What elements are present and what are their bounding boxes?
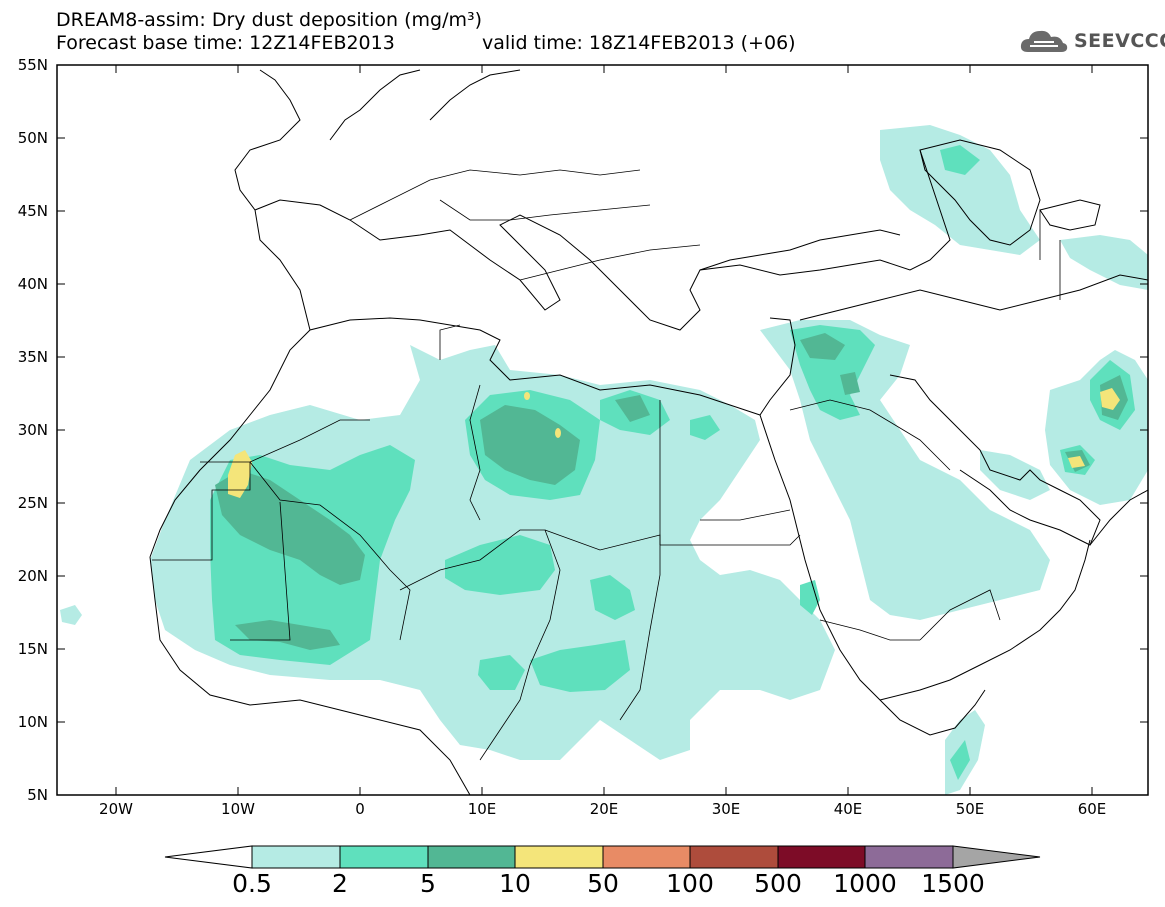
colorbar-segment-500-1000 [777,845,866,869]
lon-label: 10W [221,800,255,818]
coastlines [149,69,1148,795]
colorbar-label: 5 [420,869,436,898]
logo: SEEVCCC [1018,26,1165,56]
lon-label: 40E [833,800,863,818]
lon-label: 0 [355,800,365,818]
colorbar-segment-50-100 [602,845,691,869]
colorbar-segment-2-5 [339,845,429,869]
lat-label: 40N [17,275,48,293]
lat-label: 30N [17,421,48,439]
map-title: DREAM8-assim: Dry dust deposition (mg/m³… [56,9,483,31]
lon-label: 50E [955,800,985,818]
lon-label: 60E [1077,800,1107,818]
logo-text: SEEVCCC [1074,30,1165,52]
colorbar-segment-10-50 [514,845,604,869]
lat-label: 35N [17,348,48,366]
deposition-shading [57,65,1148,795]
colorbar-label: 100 [666,869,714,898]
lat-label: 20N [17,567,48,585]
forecast-base-time: Forecast base time: 12Z14FEB2013 [56,32,395,54]
colorbar-label: 1500 [921,869,985,898]
colorbar-label: 10 [499,869,531,898]
lat-label: 15N [17,640,48,658]
country-borders [152,169,1061,761]
colorbar [164,845,1041,869]
colorbar-label: 1000 [833,869,897,898]
cloud-logo-icon [1020,30,1068,52]
lon-label: 20E [589,800,619,818]
colorbar-label: 500 [754,869,802,898]
valid-time: valid time: 18Z14FEB2013 (+06) [482,32,796,54]
lat-label: 10N [17,713,48,731]
colorbar-segment-100-500 [689,845,779,869]
colorbar-segment-below-0.5 [164,845,253,869]
lat-label: 55N [17,56,48,74]
lat-label: 50N [17,129,48,147]
lat-label: 45N [17,202,48,220]
lon-label: 10E [467,800,497,818]
colorbar-label: 0.5 [232,869,272,898]
colorbar-label: 50 [587,869,619,898]
shading-level-5-10 [215,333,1128,650]
colorbar-label: 2 [332,869,348,898]
colorbar-segment-0.5-2 [251,845,341,869]
lat-label: 25N [17,494,48,512]
colorbar-segment-5-10 [427,845,516,869]
axis-ticks [57,64,1148,795]
lon-label: 30E [711,800,741,818]
colorbar-segment-above-1500 [952,845,1041,869]
lat-label: 5N [27,786,48,804]
colorbar-segment-1000-1500 [864,845,954,869]
lon-label: 20W [99,800,133,818]
